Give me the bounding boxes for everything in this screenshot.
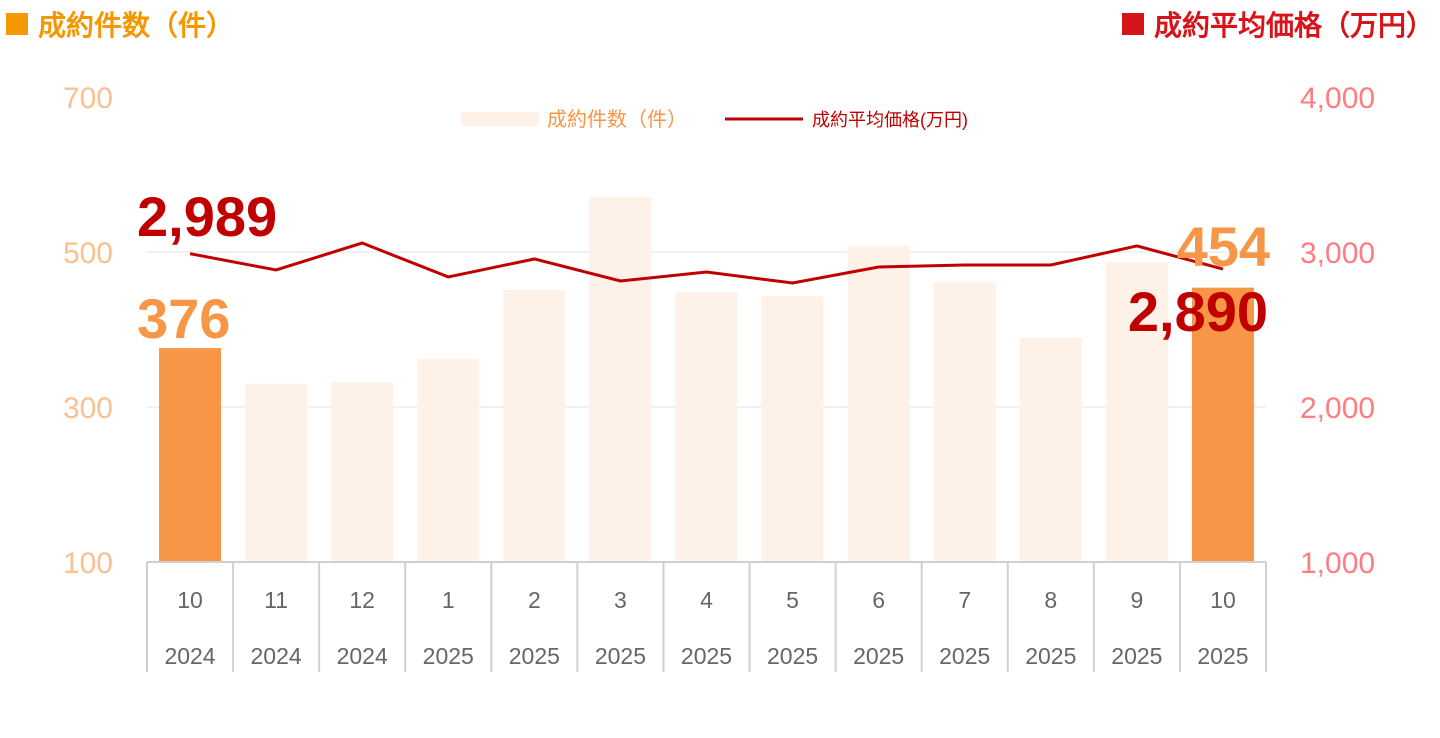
x-tick-month: 1 — [442, 587, 455, 613]
x-tick-month: 8 — [1044, 587, 1057, 613]
bar — [847, 245, 910, 563]
right-title-text: 成約平均価格（万円） — [1153, 9, 1434, 42]
x-tick-year: 2025 — [1197, 643, 1248, 669]
data-label: 376 — [137, 287, 230, 350]
x-tick-month: 11 — [264, 587, 288, 613]
left-title-text: 成約件数（件） — [38, 9, 235, 42]
x-tick-year: 2025 — [595, 643, 646, 669]
bar — [245, 383, 308, 562]
left-tick-label: 300 — [63, 392, 113, 425]
bar — [1191, 287, 1254, 562]
right-tick-label: 4,000 — [1300, 82, 1375, 115]
bar — [331, 382, 394, 562]
x-tick-month: 3 — [614, 587, 627, 613]
data-label: 2,989 — [137, 185, 277, 248]
x-tick-month: 9 — [1130, 587, 1143, 613]
bar — [933, 282, 996, 562]
bar — [589, 196, 652, 562]
x-tick-year: 2024 — [164, 643, 215, 669]
x-tick-year: 2025 — [1111, 643, 1162, 669]
orange-square-icon — [6, 13, 28, 35]
bar — [159, 348, 222, 562]
price-line — [189, 241, 1224, 285]
x-tick-year: 2025 — [423, 643, 474, 669]
data-label: 2,890 — [1128, 280, 1268, 343]
left-tick-label: 500 — [63, 237, 113, 270]
bar — [1105, 262, 1168, 562]
x-tick-month: 12 — [349, 587, 375, 613]
right-tick-label: 3,000 — [1300, 237, 1375, 270]
x-tick-month: 2 — [528, 587, 541, 613]
bar — [761, 296, 824, 562]
left-axis-title: 成約件数（件） — [6, 4, 234, 44]
x-tick-month: 5 — [786, 587, 799, 613]
x-tick-year: 2024 — [251, 643, 302, 669]
x-tick-year: 2024 — [337, 643, 388, 669]
legend-bar-swatch — [461, 112, 539, 126]
x-tick-year: 2025 — [853, 643, 904, 669]
bar — [1019, 338, 1082, 562]
x-tick-year: 2025 — [767, 643, 818, 669]
bar — [417, 358, 480, 562]
right-tick-label: 1,000 — [1300, 547, 1375, 580]
x-tick-month: 6 — [872, 587, 885, 613]
bar — [503, 289, 566, 562]
red-square-icon — [1121, 13, 1144, 35]
legend-bar-label: 成約件数（件） — [547, 108, 687, 131]
x-tick-month: 10 — [1210, 587, 1236, 613]
right-axis-title: 成約平均価格（万円） — [1121, 4, 1434, 44]
x-tick-year: 2025 — [681, 643, 732, 669]
bar — [675, 292, 738, 562]
left-tick-label: 700 — [63, 82, 113, 115]
x-tick-year: 2025 — [1025, 643, 1076, 669]
x-tick-month: 4 — [700, 587, 713, 613]
x-tick-year: 2025 — [939, 643, 990, 669]
x-tick-month: 10 — [177, 587, 203, 613]
x-tick-year: 2025 — [509, 643, 560, 669]
right-tick-label: 2,000 — [1300, 392, 1375, 425]
x-tick-month: 7 — [958, 587, 971, 613]
data-label: 454 — [1177, 215, 1270, 278]
legend-line-label: 成約平均価格(万円) — [812, 110, 968, 130]
left-tick-label: 100 — [63, 547, 113, 580]
